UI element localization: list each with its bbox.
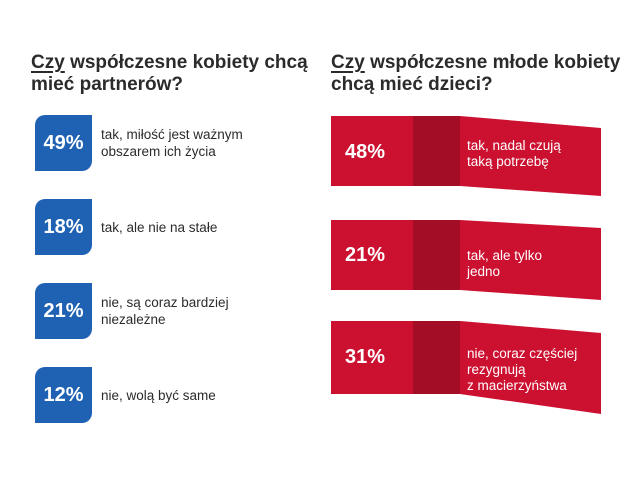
children-answer-label: nie, coraz częściej rezygnują z macierzy… bbox=[467, 346, 578, 393]
left-title-rest: współczesne kobiety chcą mieć partnerów? bbox=[31, 52, 308, 95]
partner-answer-label: nie, są coraz bardziej niezależne bbox=[101, 283, 301, 339]
partner-answer-text: nie, wolą być same bbox=[101, 387, 216, 403]
left-title-underlined: Czy bbox=[31, 52, 65, 73]
ribbon-left-panel bbox=[331, 116, 413, 186]
children-ribbon bbox=[331, 220, 601, 300]
partner-answer-text: tak, ale nie na stałe bbox=[101, 219, 218, 235]
left-chart-title: Czy współczesne kobiety chcą mieć partne… bbox=[31, 52, 321, 96]
partner-value-badge: 12% bbox=[35, 367, 92, 423]
ribbon-right-panel bbox=[460, 220, 601, 300]
partner-value-badge: 21% bbox=[35, 283, 92, 339]
children-ribbon bbox=[331, 116, 601, 196]
right-title-underlined: Czy bbox=[331, 52, 365, 73]
children-answer-label: tak, ale tylko jedno bbox=[467, 248, 543, 279]
ribbon-left-panel bbox=[331, 220, 413, 290]
partner-answer-label: tak, miłość jest ważnym obszarem ich życ… bbox=[101, 115, 301, 171]
ribbon-right-panel bbox=[460, 116, 601, 196]
partner-value-badge: 18% bbox=[35, 199, 92, 255]
ribbon-fold bbox=[413, 116, 460, 186]
partner-answer-label: nie, wolą być same bbox=[101, 367, 301, 423]
children-value: 31% bbox=[345, 346, 386, 368]
children-ribbon bbox=[331, 321, 601, 414]
ribbon-left-panel bbox=[331, 321, 413, 394]
right-title-rest: współczesne młode kobiety chcą mieć dzie… bbox=[331, 52, 621, 95]
right-chart-title: Czy współczesne młode kobiety chcą mieć … bbox=[331, 52, 621, 96]
partner-answer-label: tak, ale nie na stałe bbox=[101, 199, 301, 255]
ribbon-right-panel bbox=[460, 321, 601, 414]
partner-answer-text: nie, są coraz bardziej niezależne bbox=[101, 295, 229, 327]
children-answer-label: tak, nadal czują taką potrzebę bbox=[467, 138, 561, 169]
ribbon-fold bbox=[413, 220, 460, 290]
partner-answer-text: tak, miłość jest ważnym obszarem ich życ… bbox=[101, 127, 243, 159]
children-value: 21% bbox=[345, 244, 386, 266]
ribbon-fold bbox=[413, 321, 460, 394]
children-value: 48% bbox=[345, 141, 386, 163]
partner-value-badge: 49% bbox=[35, 115, 92, 171]
